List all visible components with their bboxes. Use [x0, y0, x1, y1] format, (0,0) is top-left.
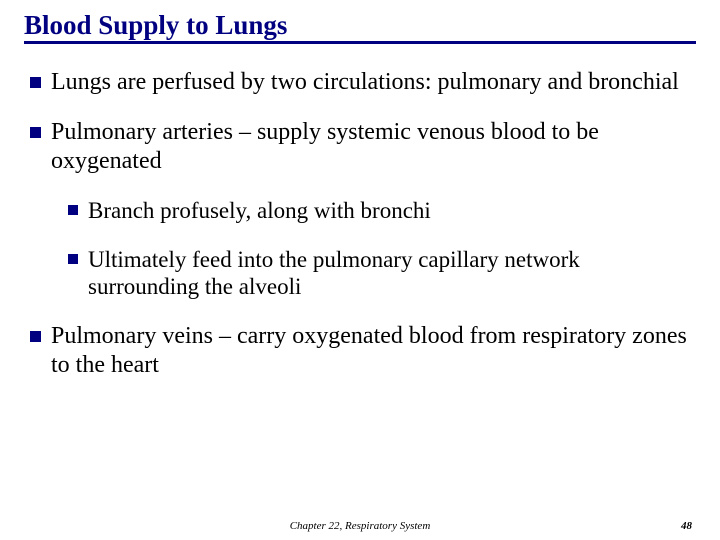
slide-body: Lungs are perfused by two circulations: … [24, 44, 696, 379]
bullet-text: Pulmonary arteries – supply systemic ven… [51, 118, 696, 175]
bullet-text: Lungs are perfused by two circulations: … [51, 68, 679, 96]
bullet-item: Lungs are perfused by two circulations: … [24, 68, 696, 96]
square-bullet-icon [30, 77, 41, 88]
page-number: 48 [681, 520, 692, 532]
square-bullet-icon [68, 205, 78, 215]
bullet-text: Ultimately feed into the pulmonary capil… [88, 246, 696, 300]
bullet-item: Branch profusely, along with bronchi [24, 197, 696, 224]
square-bullet-icon [30, 331, 41, 342]
bullet-text: Pulmonary veins – carry oxygenated blood… [51, 322, 696, 379]
slide-title: Blood Supply to Lungs [24, 10, 696, 44]
footer-text: Chapter 22, Respiratory System [0, 520, 720, 532]
bullet-item: Pulmonary veins – carry oxygenated blood… [24, 322, 696, 379]
square-bullet-icon [68, 254, 78, 264]
bullet-text: Branch profusely, along with bronchi [88, 197, 431, 224]
bullet-item: Ultimately feed into the pulmonary capil… [24, 246, 696, 300]
square-bullet-icon [30, 127, 41, 138]
bullet-item: Pulmonary arteries – supply systemic ven… [24, 118, 696, 175]
